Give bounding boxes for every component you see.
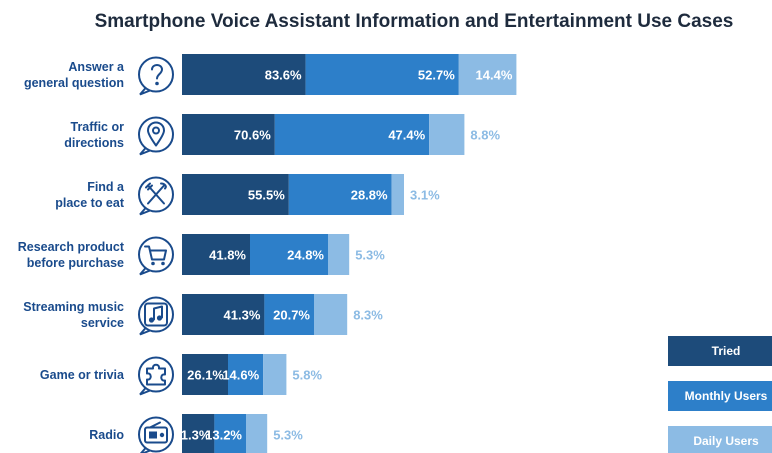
data-label: 5.3% — [355, 248, 385, 263]
bar-segment-tried — [182, 174, 289, 215]
category-label-line: Traffic or — [71, 120, 125, 134]
bar-segment-tried — [182, 234, 250, 275]
data-label: 52.7% — [418, 68, 455, 83]
category-label-line: Streaming music — [23, 300, 124, 314]
legend-label: Daily Users — [693, 434, 759, 448]
bar-segment-tried — [182, 414, 215, 453]
data-label: 47.4% — [388, 128, 425, 143]
legend-label: Tried — [712, 344, 741, 358]
category-label-line: Find a — [87, 180, 125, 194]
bar-row: Research product before purchase 41.8% 24.8… — [18, 234, 385, 276]
category-label-line: directions — [64, 136, 124, 150]
legend-swatch — [668, 381, 772, 411]
category-label-line: place to eat — [55, 196, 125, 210]
bar-segment-monthly-users — [264, 294, 314, 335]
data-label: 55.5% — [248, 188, 285, 203]
bar-segment-tried — [182, 54, 306, 95]
bar-row: Streaming music service 41.3% 20.7% 8.3% — [23, 294, 383, 336]
category-label: Radio — [89, 428, 124, 442]
category-label: Traffic or directions — [64, 120, 124, 150]
bar-segment-tried — [182, 294, 265, 335]
bar-segment-daily-users — [263, 354, 287, 395]
data-label: 14.6% — [222, 368, 259, 383]
bar-row: Game or trivia 26.1%14.6% 5.8% — [40, 354, 322, 396]
category-label: Answer a general question — [24, 60, 125, 90]
puzzle-piece-icon — [138, 356, 174, 396]
bar-segment-monthly-users — [274, 114, 430, 155]
data-label: 70.6% — [234, 128, 271, 143]
category-label: Streaming music service — [23, 300, 124, 330]
data-label: 28.8% — [351, 188, 388, 203]
category-label-line: Radio — [89, 428, 124, 442]
bar-segment-tried — [182, 354, 228, 395]
shopping-cart-icon — [138, 236, 174, 276]
data-label: 41.3% — [224, 308, 261, 323]
data-label: 8.8% — [470, 128, 500, 143]
legend-item: Tried — [668, 336, 772, 366]
data-label: 83.6% — [265, 68, 302, 83]
category-label-line: Research product — [18, 240, 125, 254]
bar-segment-daily-users — [429, 114, 465, 155]
bar-segment-monthly-users — [288, 174, 392, 215]
data-label: 41.8% — [209, 248, 246, 263]
bar-segment-monthly-users — [214, 414, 246, 453]
data-label: 8.3% — [353, 308, 383, 323]
data-label: 13.2% — [205, 428, 242, 443]
data-label: 14.4% — [476, 68, 513, 83]
bar-segment-tried — [182, 114, 275, 155]
chart-title: Smartphone Voice Assistant Information a… — [95, 11, 734, 32]
radio-icon — [138, 416, 174, 453]
legend-label: Monthly Users — [685, 389, 768, 403]
category-label: Research product before purchase — [18, 240, 125, 270]
bar-row: Radio 21.3%13.2% 5.3% — [89, 414, 303, 453]
bar-segment-daily-users — [246, 414, 268, 453]
data-label: 3.1% — [410, 188, 440, 203]
category-label-line: Game or trivia — [40, 368, 125, 382]
category-label-line: service — [81, 316, 124, 330]
data-label: 20.7% — [273, 308, 310, 323]
category-label-line: general question — [24, 76, 124, 90]
bar-rows: Answer a general question 83.6% 52.7% 14.4% T… — [18, 54, 517, 453]
bar-segment-daily-users — [314, 294, 348, 335]
question-mark-icon — [138, 56, 174, 96]
legend-item: Daily Users — [668, 426, 772, 453]
legend-swatch — [668, 426, 772, 453]
bar-row: Traffic or directions 70.6% 47.4% 8.8% — [64, 114, 500, 156]
bar-segment-daily-users — [328, 234, 350, 275]
legend-swatch — [668, 336, 772, 366]
bar-row: Find a place to eat 55.5% 28.8% 3.1% — [55, 174, 440, 216]
data-label: 5.8% — [292, 368, 322, 383]
bar-segment-daily-users — [391, 174, 404, 215]
legend-item: Monthly Users — [668, 381, 772, 411]
category-label-line: before purchase — [27, 256, 124, 270]
data-label: 5.3% — [273, 428, 303, 443]
bar-segment-monthly-users — [228, 354, 264, 395]
bar-segment-monthly-users — [305, 54, 459, 95]
bar-segment-monthly-users — [250, 234, 328, 275]
category-label: Game or trivia — [40, 368, 125, 382]
category-label: Find a place to eat — [55, 180, 125, 210]
bar-row: Answer a general question 83.6% 52.7% 14.4% — [24, 54, 517, 96]
legend: Tried Monthly Users Daily Users — [668, 336, 772, 453]
map-pin-icon — [138, 116, 174, 156]
music-note-icon — [138, 296, 174, 336]
data-label: 26.1% — [187, 368, 224, 383]
fork-knife-icon — [138, 176, 174, 216]
data-label: 21.3% — [174, 428, 211, 443]
data-label: 24.8% — [287, 248, 324, 263]
category-label-line: Answer a — [68, 60, 125, 74]
bar-segment-daily-users — [458, 54, 517, 95]
